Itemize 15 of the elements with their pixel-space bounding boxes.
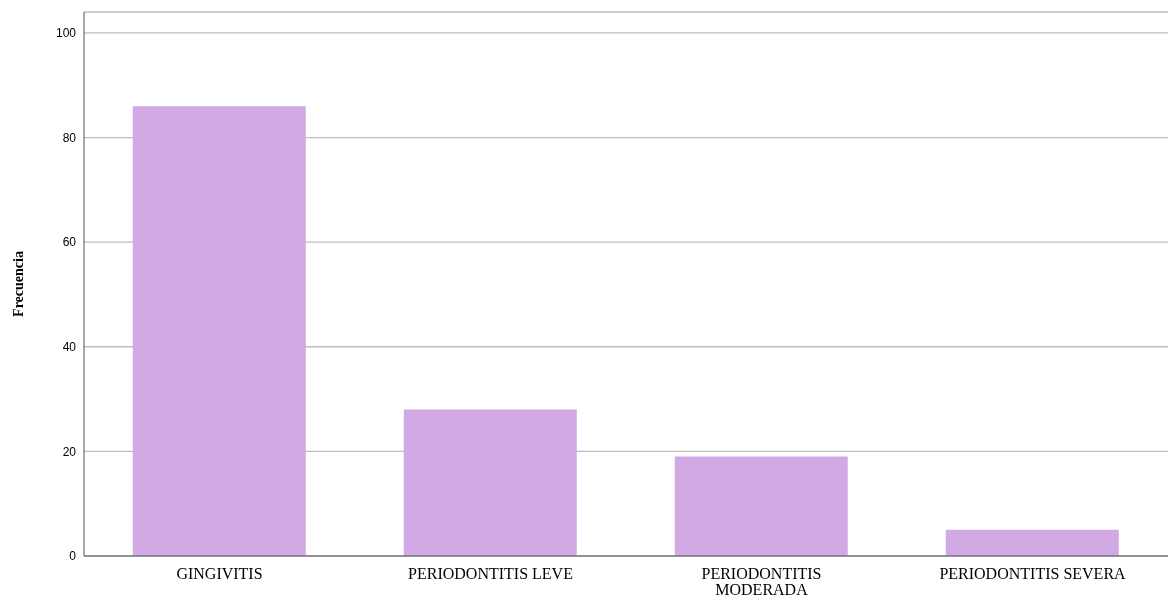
y-tick-label: 20	[62, 444, 77, 459]
bar	[674, 456, 848, 556]
x-tick-label: PERIODONTITIS LEVE	[408, 565, 573, 583]
bar	[945, 529, 1119, 556]
x-tick-label: GINGIVITIS	[176, 565, 263, 583]
y-tick-label: 60	[62, 235, 77, 250]
x-tick-label: PERIODONTITIS MODERADA	[701, 565, 822, 599]
bar	[403, 409, 577, 556]
y-axis-title: Frecuencia	[10, 251, 26, 317]
y-tick-label: 100	[55, 26, 77, 41]
x-tick-label: PERIODONTITIS SEVERA	[939, 565, 1127, 583]
y-tick-label: 40	[62, 340, 77, 355]
bar	[132, 106, 306, 556]
y-tick-label: 80	[62, 130, 77, 145]
y-tick-label: 0	[69, 549, 77, 564]
